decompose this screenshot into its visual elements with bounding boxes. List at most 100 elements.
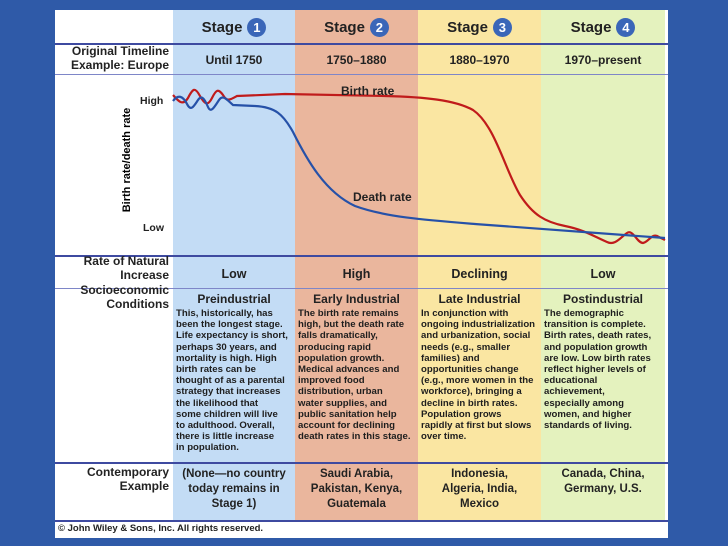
birth-rate-label: Birth rate bbox=[341, 84, 395, 98]
contemporary-line: Canada, China, bbox=[561, 468, 645, 480]
stage-4-column bbox=[541, 10, 665, 522]
stage-4-socio-title: Postindustrial bbox=[562, 292, 643, 306]
socio-line: improved food bbox=[298, 375, 365, 387]
stage-4-number-badge: 4 bbox=[616, 17, 636, 37]
stage-2-contemporary: Saudi Arabia, Pakistan, Kenya, Guatemala bbox=[295, 467, 418, 512]
socio-line: in population. bbox=[176, 442, 239, 454]
stage-4-contemporary: Canada, China, Germany, U.S. bbox=[541, 467, 665, 497]
stage-1-contemporary: (None—no country today remains in Stage … bbox=[173, 467, 295, 512]
contemporary-line: Germany, U.S. bbox=[564, 483, 642, 495]
socio-line: Medical advances and bbox=[298, 364, 400, 376]
socio-line: especially among bbox=[544, 397, 624, 409]
socio-line: there is little increase bbox=[176, 431, 275, 443]
socio-line: and population growth bbox=[544, 341, 648, 353]
socio-line: achievement, bbox=[544, 386, 605, 398]
socio-line: educational bbox=[544, 375, 598, 387]
stage-3-number-badge: 3 bbox=[492, 17, 512, 37]
socio-line: families) and bbox=[421, 352, 480, 364]
rate-row-label: Rate of Natural Increase bbox=[55, 254, 169, 282]
socio-line: and urbanization, social bbox=[421, 330, 531, 342]
contemporary-line: Pakistan, Kenya, bbox=[310, 483, 403, 495]
timeline-label-line-1: Original Timeline bbox=[71, 44, 169, 58]
socio-line: transition is complete. bbox=[544, 319, 646, 331]
stage-2-header: Stage 2 bbox=[295, 10, 418, 44]
divider-period bbox=[55, 74, 668, 75]
socio-line: producing rapid bbox=[298, 341, 372, 353]
contemporary-line: Indonesia, bbox=[451, 468, 508, 480]
socio-line: to adulthood. Overall, bbox=[176, 420, 275, 432]
socio-line: Birth rates, death rates, bbox=[544, 330, 652, 342]
death-rate-curve bbox=[172, 95, 666, 240]
stage-1-header: Stage 1 bbox=[173, 10, 295, 44]
socio-line: rapidly at first but slows bbox=[421, 420, 532, 432]
socio-line: needs (e.g., smaller bbox=[421, 341, 511, 353]
stage-1-rate: Low bbox=[221, 267, 247, 281]
socio-line: account for declining bbox=[298, 420, 396, 432]
socio-line: women, and higher bbox=[544, 408, 632, 420]
socio-line: falls dramatically, bbox=[298, 330, 378, 342]
socio-label-line-2: Conditions bbox=[106, 297, 169, 311]
stage-3-contemporary: Indonesia, Algeria, India, Mexico bbox=[418, 467, 541, 512]
socio-line: thought of as a parental bbox=[176, 375, 285, 387]
socio-line: The demographic bbox=[544, 308, 624, 319]
stage-2-socio-text: The birth rate remains high, but the dea… bbox=[298, 308, 417, 442]
socio-line: high, but the death rate bbox=[298, 319, 405, 331]
socio-line: birth rates can be bbox=[176, 364, 256, 376]
socio-line: workforce), bringing a bbox=[421, 386, 522, 398]
stage-4-socio-text: The demographic transition is complete. … bbox=[544, 308, 664, 431]
contemporary-line: Stage 1) bbox=[211, 498, 257, 510]
socio-line: Life expectancy is short, bbox=[176, 330, 288, 342]
divider-rate bbox=[55, 288, 668, 289]
stage-3-socio-text: In conjunction with ongoing industrializ… bbox=[421, 308, 540, 442]
contemporary-row-label: Contemporary Example bbox=[55, 465, 169, 493]
divider-contemporary-bottom bbox=[55, 520, 668, 522]
socio-line: (e.g., more women in the bbox=[421, 375, 534, 387]
stage-3-rate: Declining bbox=[451, 267, 508, 281]
stage-4-rate: Low bbox=[590, 267, 616, 281]
stage-4-period: 1970–present bbox=[564, 53, 642, 67]
high-label: High bbox=[140, 95, 164, 107]
socio-line: decline in birth rates. bbox=[421, 397, 518, 409]
stage-1-period: Until 1750 bbox=[205, 53, 263, 67]
socio-line: been the longest stage. bbox=[176, 319, 283, 331]
socio-line: ongoing industrialization bbox=[421, 319, 536, 331]
socio-label-line-1: Socioeconomic bbox=[80, 283, 169, 297]
stage-3-column bbox=[418, 10, 541, 522]
diagram-slide: Stage 1 Stage 2 Stage 3 Stage 4 Original… bbox=[55, 10, 668, 538]
stage-1-number-badge: 1 bbox=[247, 17, 267, 37]
timeline-label-line-2: Example: Europe bbox=[70, 58, 169, 72]
socio-line: public sanitation help bbox=[298, 408, 397, 420]
contemporary-line: Mexico bbox=[460, 498, 499, 510]
socio-line: the likelihood that bbox=[176, 397, 259, 409]
socio-line: some children will live bbox=[176, 408, 278, 420]
stage-2-rate: High bbox=[342, 267, 371, 281]
stage-2-socio-title: Early Industrial bbox=[313, 292, 400, 306]
stage-2-period: 1750–1880 bbox=[326, 53, 387, 67]
socio-line: standards of living. bbox=[544, 420, 632, 432]
stage-2-number-badge: 2 bbox=[369, 17, 389, 37]
socio-line: The birth rate remains bbox=[298, 308, 399, 319]
contemporary-line: Guatemala bbox=[327, 498, 386, 510]
socio-line: over time. bbox=[421, 431, 467, 443]
divider-socio-bottom bbox=[55, 462, 668, 464]
stage-1-socio-text: This, historically, has been the longest… bbox=[176, 308, 294, 454]
contemporary-line: Algeria, India, bbox=[441, 483, 518, 495]
stage-4-label: Stage bbox=[570, 18, 612, 36]
stage-1-socio-title: Preindustrial bbox=[197, 292, 271, 306]
stage-3-label: Stage bbox=[447, 18, 488, 36]
timeline-row-label: Original Timeline Example: Europe bbox=[55, 44, 169, 72]
socio-line: water supplies, and bbox=[298, 397, 388, 409]
socio-line: opportunities change bbox=[421, 364, 519, 376]
stage-4-header: Stage 4 bbox=[541, 10, 665, 44]
contemporary-line: today remains in bbox=[188, 483, 280, 495]
stage-3-period: 1880–1970 bbox=[449, 53, 510, 67]
socio-line: reflect higher levels of bbox=[544, 364, 646, 376]
stage-2-label: Stage bbox=[324, 18, 365, 36]
contemporary-label-line-1: Contemporary bbox=[86, 465, 169, 479]
socio-line: strategy that increases bbox=[176, 386, 281, 398]
death-rate-label: Death rate bbox=[353, 190, 412, 204]
divider-graph-bottom bbox=[55, 255, 668, 257]
rate-label-line-2: Increase bbox=[120, 268, 169, 282]
contemporary-label-line-2: Example bbox=[119, 479, 169, 493]
socio-line: death rates in this stage. bbox=[298, 431, 411, 443]
